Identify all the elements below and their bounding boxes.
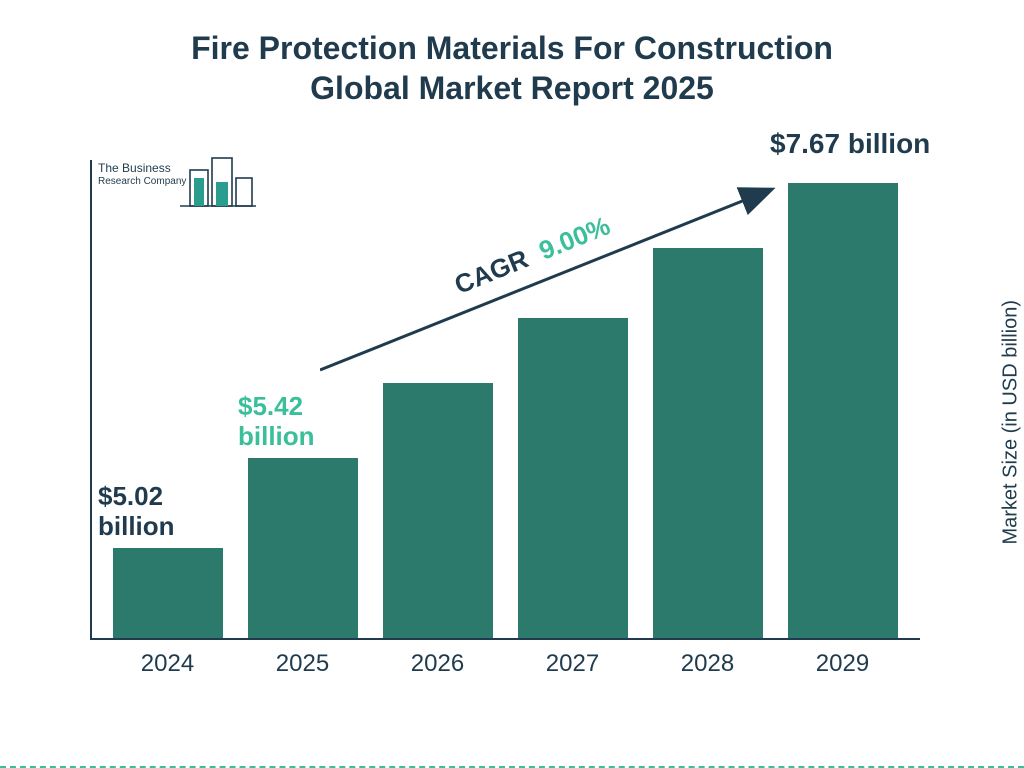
callout-2024-value: $5.02 [98,481,163,511]
x-tick-label: 2027 [518,644,628,680]
x-axis [90,638,920,640]
cagr-arrow-group: CAGR 9.00% [320,180,780,380]
chart-title: Fire Protection Materials For Constructi… [0,28,1024,108]
bar-wrap [788,183,898,638]
bar-wrap [248,458,358,638]
bar [113,548,223,638]
x-tick-label: 2026 [383,644,493,680]
bar [383,383,493,638]
title-line2: Global Market Report 2025 [310,70,714,106]
callout-2029-value: $7.67 billion [770,128,930,159]
x-tick-label: 2025 [248,644,358,680]
y-axis-label: Market Size (in USD billion) [1000,300,1023,545]
x-tick-label: 2029 [788,644,898,680]
title-line1: Fire Protection Materials For Constructi… [191,30,833,66]
xlabels-container: 2024 2025 2026 2027 2028 2029 [90,644,920,680]
x-tick-label: 2028 [653,644,763,680]
callout-2025: $5.42 billion [238,392,315,452]
callout-2024: $5.02 billion [98,482,175,542]
callout-2024-unit: billion [98,511,175,541]
bar-wrap [113,548,223,638]
x-tick-label: 2024 [113,644,223,680]
callout-2025-value: $5.42 [238,391,303,421]
arrow-icon [320,180,780,380]
bar [788,183,898,638]
callout-2025-unit: billion [238,421,315,451]
bar [248,458,358,638]
callout-2029: $7.67 billion [770,128,930,160]
bar-wrap [383,383,493,638]
